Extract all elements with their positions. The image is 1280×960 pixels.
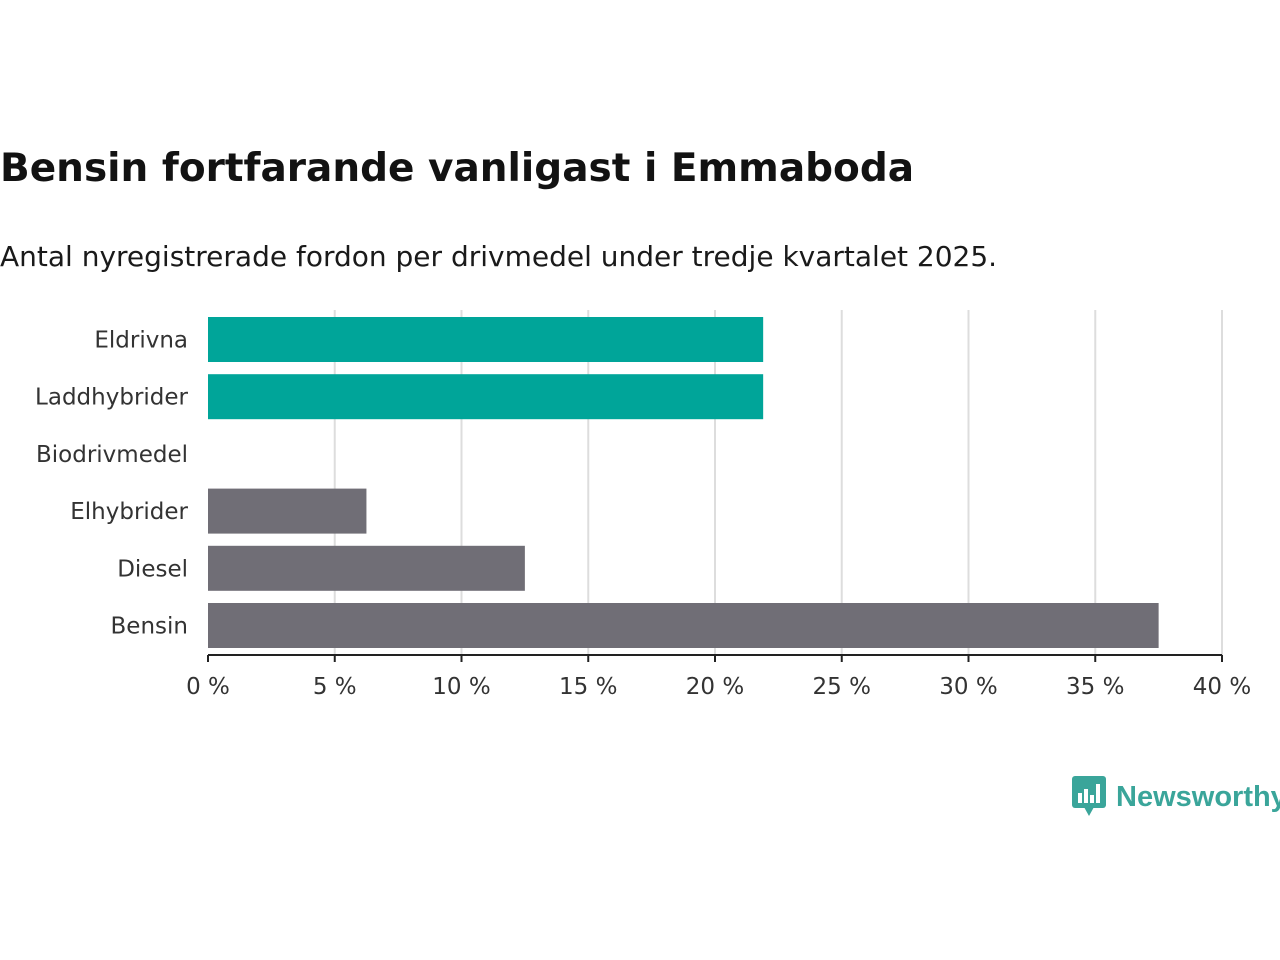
bar-chart: 0 % 5 % 10 % 15 % 20 % 25 % 30 % 35 % 40 % Eldri… xyxy=(35,310,1251,700)
x-tick-label: 10 % xyxy=(432,674,490,700)
x-tick-label: 35 % xyxy=(1066,674,1124,700)
bar-elhybrider xyxy=(208,488,367,534)
category-label: Diesel xyxy=(117,556,188,582)
category-labels: Eldrivna Laddhybrider Biodrivmedel Elhybrid… xyxy=(35,328,188,640)
x-tick-label: 40 % xyxy=(1193,674,1251,700)
bar-eldrivna xyxy=(208,317,764,362)
x-tick-label: 15 % xyxy=(559,674,617,700)
bar-laddhybrider xyxy=(208,374,764,420)
bar-diesel xyxy=(208,545,525,591)
x-tick-label: 5 % xyxy=(313,674,357,700)
category-label: Bensin xyxy=(111,614,188,640)
x-tick-label: 25 % xyxy=(813,674,871,700)
category-label: Eldrivna xyxy=(94,328,188,354)
category-label: Laddhybrider xyxy=(35,385,188,411)
newsworthy-logo[interactable]: Newsworthy xyxy=(1072,776,1280,818)
grid-lines xyxy=(333,310,1223,655)
brand-name: Newsworthy xyxy=(1116,780,1280,813)
x-tick-label: 30 % xyxy=(939,674,997,700)
x-tick-label: 20 % xyxy=(686,674,744,700)
bar-bensin xyxy=(208,603,1159,648)
category-label: Elhybrider xyxy=(70,499,188,525)
x-axis: 0 % 5 % 10 % 15 % 20 % 25 % 30 % 35 % 40 % xyxy=(186,654,1251,700)
category-label: Biodrivmedel xyxy=(36,442,188,468)
chart-title: Bensin fortfarande vanligast i Emmaboda xyxy=(0,146,915,191)
x-tick-label: 0 % xyxy=(186,674,230,700)
bars xyxy=(208,317,1159,648)
chart-subtitle: Antal nyregistrerade fordon per drivmede… xyxy=(0,240,998,273)
newsworthy-chart-bubble-icon xyxy=(1072,776,1106,816)
